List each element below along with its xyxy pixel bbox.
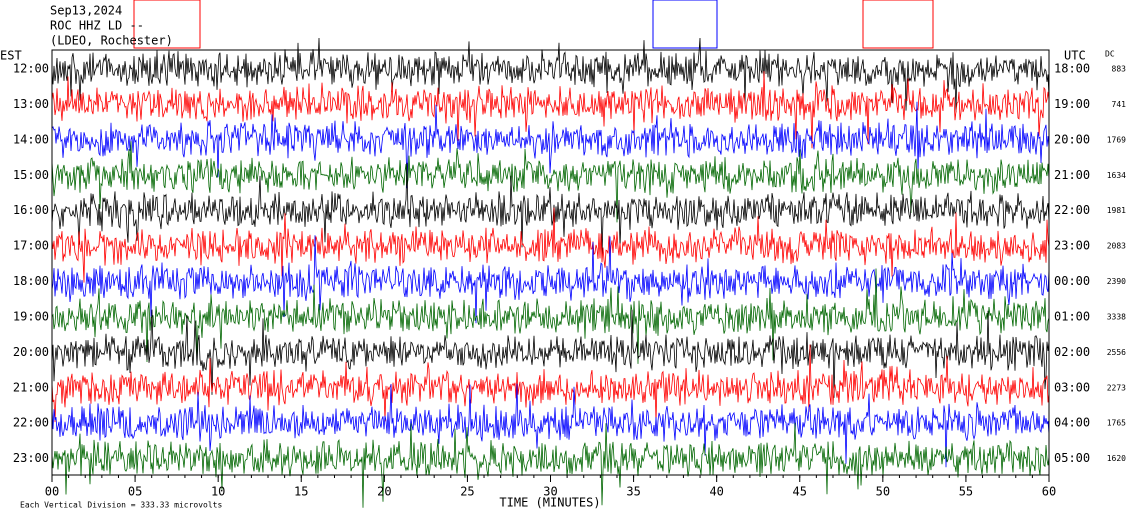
x-tick-label: 55 (959, 485, 973, 499)
utc-label: 01:00 (1054, 309, 1090, 323)
seismic-trace (51, 309, 1050, 398)
title-line: (LDEO, Rochester) (50, 34, 173, 48)
est-label: 20:00 (13, 345, 49, 359)
utc-label: 02:00 (1054, 345, 1090, 359)
dc-value: 2390 (1107, 277, 1126, 286)
dc-value: 2273 (1107, 383, 1126, 392)
est-label: 12:00 (13, 62, 49, 76)
est-label: 17:00 (13, 239, 49, 253)
x-tick-label: 10 (211, 485, 225, 499)
dc-value: 1634 (1107, 171, 1126, 180)
x-tick-label: 05 (128, 485, 142, 499)
right-axis-label: UTC (1064, 49, 1086, 63)
x-axis-label: TIME (MINUTES) (499, 496, 600, 510)
dc-label: DC (1105, 50, 1115, 59)
seismic-trace (51, 37, 1050, 113)
dc-value: 741 (1112, 100, 1127, 109)
trigger-boxes (133, 0, 934, 49)
x-tick-label: 25 (460, 485, 474, 499)
x-tick-label: 15 (294, 485, 308, 499)
utc-label: 04:00 (1054, 416, 1090, 430)
est-label: 18:00 (13, 274, 49, 288)
x-tick-label: 00 (45, 485, 59, 499)
est-label: 16:00 (13, 203, 49, 217)
utc-label: 19:00 (1054, 97, 1090, 111)
seismic-trace (51, 383, 1050, 468)
seismic-trace (51, 141, 1050, 223)
utc-label: 05:00 (1054, 451, 1090, 465)
seismic-trace (51, 268, 1050, 364)
est-label: 23:00 (13, 451, 49, 465)
dc-value: 1981 (1107, 206, 1126, 215)
est-label: 21:00 (13, 380, 49, 394)
est-label: 19:00 (13, 309, 49, 323)
seismic-trace (51, 422, 1050, 508)
est-label: 13:00 (13, 97, 49, 111)
seismic-trace (51, 162, 1050, 258)
seismic-trace (51, 235, 1050, 324)
est-label: 22:00 (13, 416, 49, 430)
est-label: 14:00 (13, 132, 49, 146)
dc-value: 3338 (1107, 312, 1126, 321)
traces (51, 37, 1050, 508)
dc-value: 1620 (1107, 454, 1126, 463)
x-tick-label: 50 (876, 485, 890, 499)
x-tick-label: 35 (626, 485, 640, 499)
x-tick-label: 40 (709, 485, 723, 499)
utc-label: 03:00 (1054, 380, 1090, 394)
seismic-trace (51, 207, 1050, 283)
title-line: ROC HHZ LD -- (50, 19, 144, 33)
seismic-trace (51, 71, 1050, 149)
left-axis-label: EST (0, 49, 22, 63)
dc-value: 2083 (1107, 242, 1126, 251)
dc-value: 1769 (1107, 135, 1126, 144)
utc-label: 00:00 (1054, 274, 1090, 288)
footer: Each Vertical Division = 333.33 microvol… (20, 501, 222, 510)
utc-label: 22:00 (1054, 203, 1090, 217)
x-tick-label: 60 (1042, 485, 1056, 499)
title-line: Sep13,2024 (50, 4, 122, 18)
dc-value: 1765 (1107, 419, 1126, 428)
est-label: 15:00 (13, 168, 49, 182)
x-tick-label: 20 (377, 485, 391, 499)
seismic-trace (51, 344, 1050, 424)
dc-value: 883 (1112, 65, 1127, 74)
utc-label: 23:00 (1054, 239, 1090, 253)
utc-label: 20:00 (1054, 132, 1090, 146)
dc-value: 2556 (1107, 348, 1126, 357)
x-tick-label: 30 (543, 485, 557, 499)
x-tick-label: 45 (793, 485, 807, 499)
utc-label: 21:00 (1054, 168, 1090, 182)
utc-label: 18:00 (1054, 62, 1090, 76)
